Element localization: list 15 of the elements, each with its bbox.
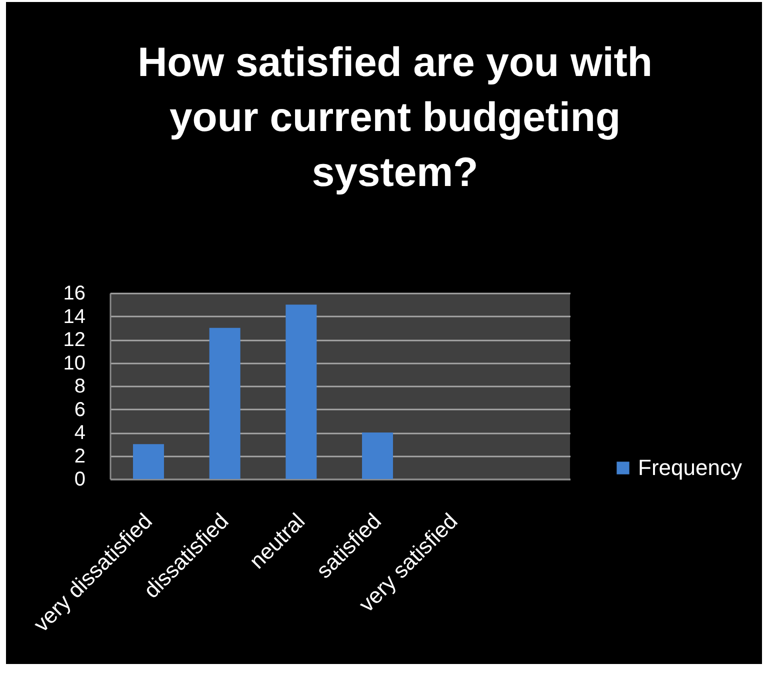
- y-tick-label: 16: [63, 282, 86, 304]
- bar: [362, 432, 393, 479]
- bar: [133, 444, 164, 479]
- y-tick-label: 12: [63, 329, 86, 351]
- y-tick-label: 6: [74, 398, 86, 421]
- y-tick-label: 14: [63, 306, 86, 328]
- y-tick-label: 0: [74, 468, 86, 490]
- y-tick-label: 4: [74, 422, 86, 444]
- y-tick-label: 2: [74, 445, 86, 468]
- chart-title: How satisfied are you with your current budgeting system?: [138, 39, 652, 195]
- bar: [286, 304, 317, 479]
- bar: [209, 328, 240, 479]
- y-tick-label: 10: [63, 352, 86, 374]
- legend-label: Frequency: [638, 455, 742, 480]
- y-tick-label: 8: [74, 376, 86, 398]
